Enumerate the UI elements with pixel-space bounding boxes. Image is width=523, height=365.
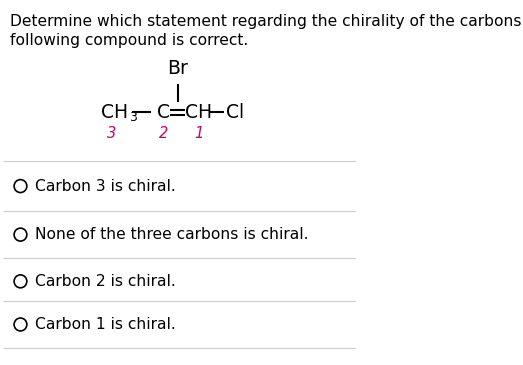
- Text: CH: CH: [186, 103, 213, 122]
- Text: following compound is correct.: following compound is correct.: [10, 33, 248, 48]
- Text: C: C: [157, 103, 170, 122]
- Text: 1: 1: [195, 126, 203, 141]
- Text: 3: 3: [129, 111, 137, 124]
- Text: Br: Br: [167, 59, 188, 78]
- Text: Carbon 1 is chiral.: Carbon 1 is chiral.: [35, 317, 175, 332]
- Text: Carbon 3 is chiral.: Carbon 3 is chiral.: [35, 178, 175, 193]
- Text: 2: 2: [159, 126, 168, 141]
- Text: CH: CH: [101, 103, 128, 122]
- Text: Carbon 2 is chiral.: Carbon 2 is chiral.: [35, 274, 175, 289]
- Text: Determine which statement regarding the chirality of the carbons in the: Determine which statement regarding the …: [10, 14, 523, 28]
- Text: 3: 3: [107, 126, 116, 141]
- Text: Cl: Cl: [225, 103, 244, 122]
- Text: None of the three carbons is chiral.: None of the three carbons is chiral.: [35, 227, 308, 242]
